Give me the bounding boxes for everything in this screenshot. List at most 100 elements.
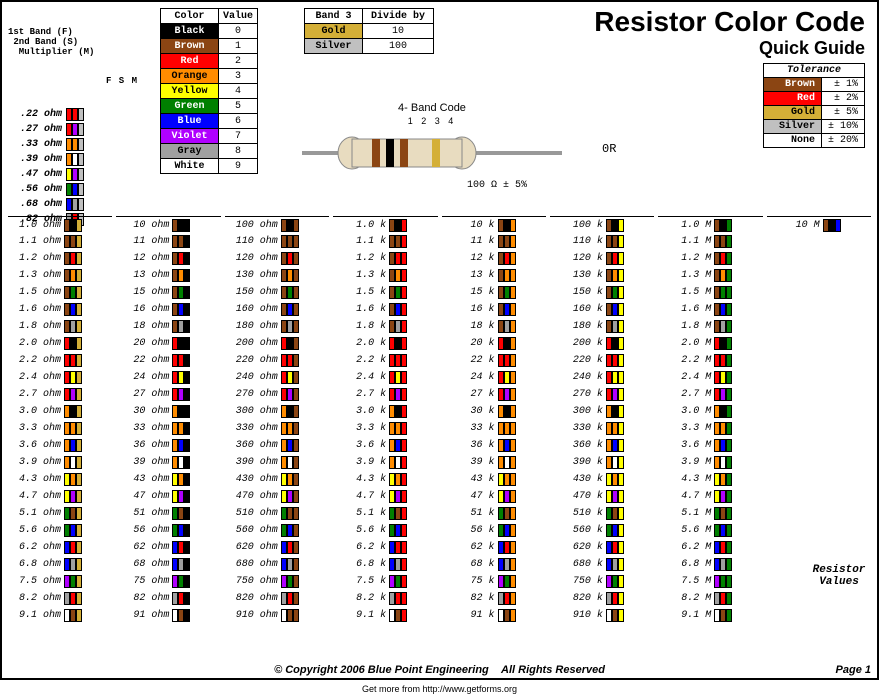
resistor-value-row: 30 ohm [116, 403, 220, 420]
color-band [726, 320, 732, 333]
resistor-value-label: 8.2 ohm [8, 593, 64, 604]
band-set [66, 138, 84, 151]
resistor-value-label: 11 k [442, 236, 498, 247]
resistor-value-label: 750 k [550, 576, 606, 587]
sub-ohm-label: .56 ohm [8, 184, 66, 195]
resistor-value-row: 130 k [550, 267, 654, 284]
resistor-value-row: 820 ohm [225, 590, 329, 607]
band-set [281, 388, 299, 401]
color-value-cell: 4 [219, 84, 258, 99]
tolerance-value-cell: ± 1% [821, 78, 864, 92]
band-set [389, 269, 407, 282]
band-set [606, 422, 624, 435]
resistor-value-label: 110 ohm [225, 236, 281, 247]
tolerance-value-cell: ± 5% [821, 106, 864, 120]
resistor-value-label: 4.7 k [333, 491, 389, 502]
resistor-value-label: 15 ohm [116, 287, 172, 298]
resistor-value-label: 1.3 k [333, 270, 389, 281]
resistor-value-label: 43 k [442, 474, 498, 485]
resistor-value-row: 560 k [550, 522, 654, 539]
color-band [76, 473, 82, 486]
zero-ohm-label: 0R [602, 142, 616, 156]
sub-ohm-row: .47 ohm [8, 167, 140, 182]
resistor-value-row: 1.6 ohm [8, 301, 112, 318]
band-set [389, 473, 407, 486]
resistor-value-label: 30 k [442, 406, 498, 417]
resistor-value-row: 910 k [550, 607, 654, 624]
resistor-value-row: 120 ohm [225, 250, 329, 267]
band-set [172, 507, 190, 520]
color-band [184, 422, 190, 435]
color-band [184, 473, 190, 486]
band3-row: Silver100 [305, 39, 434, 54]
sub-ohm-label: .27 ohm [8, 124, 66, 135]
resistor-value-label: 5.6 M [658, 525, 714, 536]
resistor-value-label: 7.5 k [333, 576, 389, 587]
color-band [401, 575, 407, 588]
resistor-value-label: 22 ohm [116, 355, 172, 366]
band3-table: Band 3 Divide by Gold10Silver100 [304, 8, 434, 54]
band-set [172, 456, 190, 469]
band-set [498, 592, 516, 605]
resistor-value-label: 510 k [550, 508, 606, 519]
resistor-value-row: 24 k [442, 369, 546, 386]
resistor-value-label: 4.3 k [333, 474, 389, 485]
tolerance-color-cell: Brown [763, 78, 821, 92]
resistor-value-row: 2.2 ohm [8, 352, 112, 369]
band-set [606, 235, 624, 248]
resistor-value-label: 120 ohm [225, 253, 281, 264]
band-set [64, 558, 82, 571]
resistor-value-label: 150 k [550, 287, 606, 298]
color-band [401, 592, 407, 605]
band-set [64, 320, 82, 333]
resistor-value-row: 4.7 k [333, 488, 437, 505]
band-set [498, 490, 516, 503]
color-band [293, 507, 299, 520]
resistor-value-label: 270 k [550, 389, 606, 400]
band-set [66, 183, 84, 196]
color-name-cell: Red [161, 54, 219, 69]
resistor-value-row: 4.7 ohm [8, 488, 112, 505]
resistor-value-label: 13 ohm [116, 270, 172, 281]
color-band [618, 575, 624, 588]
band-set [64, 609, 82, 622]
color-band [76, 219, 82, 232]
band-set [606, 405, 624, 418]
color-band [184, 286, 190, 299]
resistor-value-row: 1.8 M [658, 318, 762, 335]
color-band [293, 269, 299, 282]
color-band [401, 303, 407, 316]
color-band [510, 558, 516, 571]
color-value-row: Green5 [161, 99, 258, 114]
resistor-value-row: 4.3 M [658, 471, 762, 488]
band-set [172, 371, 190, 384]
resistor-value-label: 3.6 M [658, 440, 714, 451]
band-set [281, 235, 299, 248]
tolerance-row: Brown± 1% [763, 78, 864, 92]
band-set [281, 609, 299, 622]
resistor-value-label: 110 k [550, 236, 606, 247]
band-set [498, 558, 516, 571]
color-band [726, 609, 732, 622]
color-band [510, 320, 516, 333]
band-set [66, 108, 84, 121]
band-set [172, 320, 190, 333]
band-set [498, 575, 516, 588]
color-band [76, 405, 82, 418]
resistor-value-row: 5.1 M [658, 505, 762, 522]
resistor-value-row: 360 k [550, 437, 654, 454]
band-set [64, 422, 82, 435]
band-set [498, 252, 516, 265]
resistor-value-row: 4.3 k [333, 471, 437, 488]
band-set [606, 219, 624, 232]
band-set [714, 235, 732, 248]
resistor-value-row: 2.0 M [658, 335, 762, 352]
fsm-header: F S M [8, 77, 140, 87]
resistor-value-row: 43 ohm [116, 471, 220, 488]
band-set [606, 388, 624, 401]
resistor-value-label: 3.3 M [658, 423, 714, 434]
resistor-value-label: 51 k [442, 508, 498, 519]
resistor-value-row: 510 ohm [225, 505, 329, 522]
band-set [606, 490, 624, 503]
resistor-value-label: 560 k [550, 525, 606, 536]
